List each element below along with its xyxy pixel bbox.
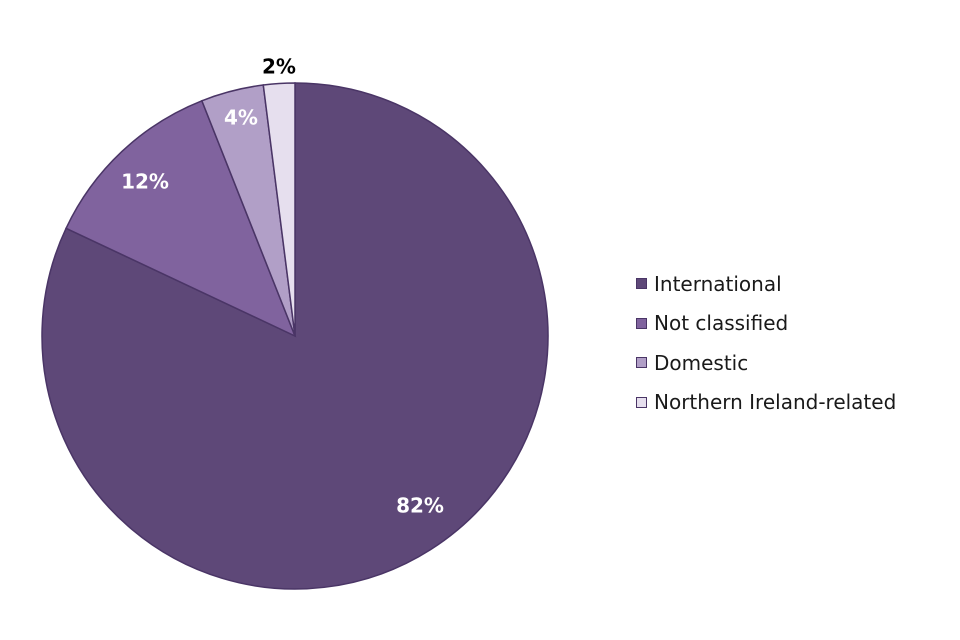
legend-swatch-not-classified: [636, 317, 647, 329]
legend-label-domestic: Domestic: [654, 350, 749, 375]
slice-label-northern-ireland-related: 2%: [262, 55, 296, 79]
legend-item-international: International: [636, 264, 896, 304]
legend-item-northern-ireland-related: Northern Ireland-related: [636, 383, 896, 423]
slice-label-international: 82%: [396, 494, 444, 518]
legend: International Not classified Domestic No…: [636, 264, 896, 422]
pie-slice-not-classified: [65, 99, 297, 338]
slice-label-domestic: 4%: [224, 106, 258, 130]
legend-swatch-domestic: [636, 357, 647, 369]
pie-slice-northern-ireland-related: [262, 82, 296, 337]
legend-label-not-classified: Not classified: [654, 311, 789, 336]
slice-label-not-classified: 12%: [121, 170, 169, 194]
legend-label-international: International: [654, 271, 782, 296]
legend-label-northern-ireland-related: Northern Ireland-related: [654, 390, 897, 415]
legend-swatch-international: [636, 278, 647, 290]
legend-swatch-northern-ireland-related: [636, 396, 647, 408]
legend-item-not-classified: Not classified: [636, 304, 896, 344]
legend-item-domestic: Domestic: [636, 343, 896, 383]
